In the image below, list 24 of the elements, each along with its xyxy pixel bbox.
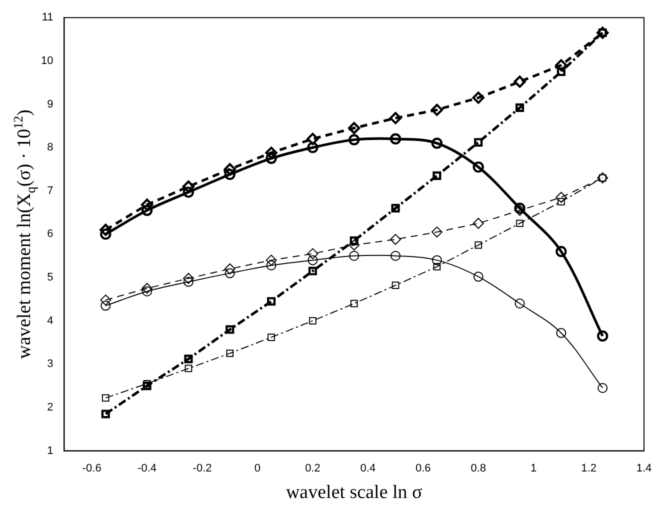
x-tick-label: 0.2: [305, 462, 320, 474]
x-tick-label: -0.6: [82, 462, 102, 474]
y-tick-label: 1: [47, 444, 54, 457]
y-tick-label: 11: [42, 12, 54, 24]
x-tick-label: 0.8: [470, 462, 486, 474]
x-tick-label: 1.2: [581, 462, 596, 474]
y-tick-label: 3: [47, 358, 54, 370]
y-tick-label: 4: [47, 314, 54, 327]
y-axis-title: wavelet moment ln(Xq(σ) · 1012): [10, 110, 38, 359]
y-tick-label: 2: [47, 402, 54, 414]
x-tick-label: 0.6: [415, 462, 431, 474]
x-tick-label: 0.4: [360, 462, 376, 474]
y-tick-label: 8: [47, 142, 54, 154]
x-tick-label: -0.4: [138, 462, 157, 474]
x-tick-label: 0: [254, 462, 261, 474]
y-tick-label: 6: [47, 228, 54, 240]
x-tick-label: -0.2: [192, 462, 212, 474]
y-tick-label: 7: [47, 184, 54, 197]
y-tick-label: 5: [47, 272, 54, 284]
y-tick-label: 9: [47, 98, 54, 110]
y-tick-label: 10: [40, 54, 54, 67]
x-tick-label: 1.4: [636, 462, 652, 474]
x-tick-label: 1: [530, 462, 537, 474]
x-axis-title: wavelet scale ln σ: [286, 482, 422, 503]
